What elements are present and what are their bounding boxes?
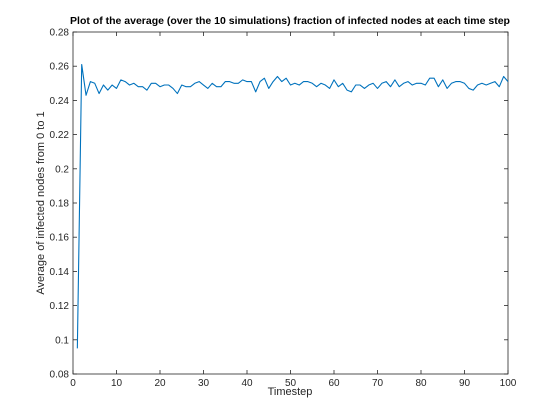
series-layer bbox=[76, 63, 509, 349]
x-tick-label: 70 bbox=[372, 378, 384, 389]
x-tick-label: 90 bbox=[459, 378, 471, 389]
x-axis-label: Timestep bbox=[268, 386, 313, 398]
chart-title: Plot of the average (over the 10 simulat… bbox=[70, 15, 510, 27]
y-axis: 0.08 0.1 0.12 0.14 0.16 0.18 0.2 0.22 0.24 0.26 0.… bbox=[50, 28, 508, 381]
y-tick-label: 0.16 bbox=[50, 233, 70, 244]
y-tick-label: 0.22 bbox=[50, 130, 70, 141]
y-tick-label: 0.1 bbox=[55, 335, 69, 346]
plot-area bbox=[72, 31, 509, 375]
y-axis-label: Average of infected nodes from 0 to 1 bbox=[35, 111, 47, 294]
x-tick-label: 20 bbox=[154, 378, 166, 389]
y-tick-label: 0.14 bbox=[50, 267, 70, 278]
series-line-0 bbox=[76, 63, 509, 349]
x-axis: 0 10 20 30 40 50 60 70 80 90 100 bbox=[70, 32, 517, 389]
y-tick-label: 0.24 bbox=[50, 96, 70, 107]
x-tick-label: 100 bbox=[500, 378, 517, 389]
y-tick-label: 0.28 bbox=[50, 28, 70, 39]
y-tick-label: 0.2 bbox=[55, 164, 69, 175]
x-tick-label: 10 bbox=[111, 378, 123, 389]
y-tick-label: 0.18 bbox=[50, 199, 70, 210]
x-tick-label: 80 bbox=[415, 378, 427, 389]
x-tick-label: 30 bbox=[198, 378, 210, 389]
x-tick-label: 40 bbox=[241, 378, 253, 389]
x-tick-label: 50 bbox=[285, 378, 297, 389]
y-tick-label: 0.12 bbox=[50, 301, 70, 312]
x-tick-label: 0 bbox=[70, 378, 76, 389]
y-tick-label: 0.26 bbox=[50, 62, 70, 73]
y-tick-label: 0.08 bbox=[50, 370, 70, 381]
x-tick-label: 60 bbox=[328, 378, 340, 389]
